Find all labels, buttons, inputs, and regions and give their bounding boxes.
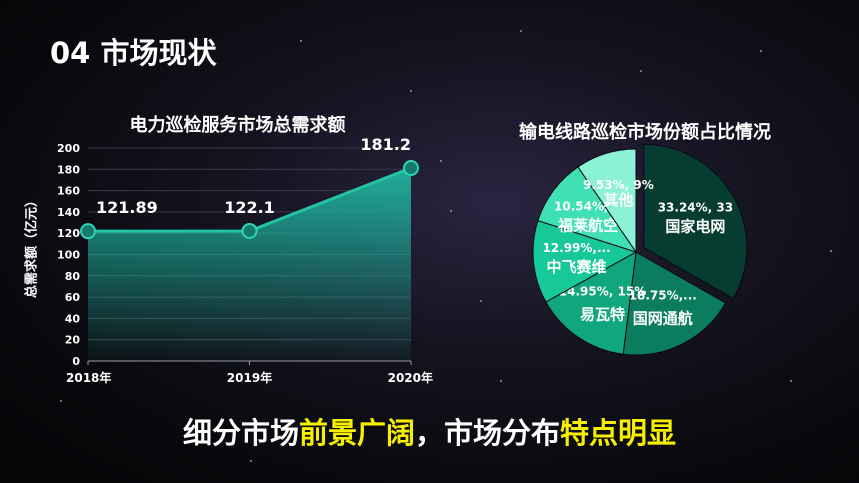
data-point (241, 222, 258, 239)
pie-slice (643, 143, 748, 300)
data-point (403, 160, 419, 177)
y-tick-label: 120 (57, 227, 80, 240)
pie-slice (532, 219, 638, 303)
x-tick-label: 2019年 (227, 370, 272, 385)
pie-category-label: 中飞赛维 (547, 258, 607, 276)
x-tick-label: 2018年 (66, 370, 111, 385)
pie-value-label: 33.24%, 33 (658, 200, 733, 214)
footer-highlight-1: 前景广阔 (298, 416, 415, 450)
pie-slice (545, 251, 637, 355)
footer-slogan: 细分市场前景广阔，市场分布特点明显 (0, 410, 859, 452)
pie-category-label: 国家电网 (665, 217, 725, 235)
y-tick-label: 60 (65, 291, 81, 304)
pie-category-label: 易瓦特 (580, 305, 625, 323)
y-tick-label: 140 (57, 206, 80, 219)
pie-value-label: 18.75%,... (629, 288, 697, 302)
y-tick-label: 180 (57, 163, 80, 176)
y-tick-label: 20 (65, 334, 81, 347)
data-label: 121.89 (96, 198, 158, 217)
pie-slice (577, 148, 637, 254)
y-tick-label: 100 (57, 249, 80, 262)
pie-category-label: 国网通航 (633, 309, 693, 327)
pie-slice (622, 251, 727, 356)
y-tick-label: 40 (65, 312, 81, 325)
pie-category-label: 其他 (603, 191, 633, 209)
pie-value-label: 12.99%,... (542, 241, 610, 255)
pie-chart-title: 输电线路巡检市场份额占比情况 (519, 122, 771, 143)
y-tick-label: 200 (57, 142, 80, 155)
footer-highlight-2: 特点明显 (560, 416, 677, 450)
pie-category-label: 福莱航空 (557, 216, 618, 234)
data-label: 181.2 (360, 135, 411, 154)
data-point (80, 223, 96, 240)
y-tick-label: 0 (72, 355, 80, 368)
pie-value-label: 9.53%, 9% (583, 178, 654, 192)
pie-value-label: 14.95%, 15% (559, 284, 646, 298)
area-chart-title: 电力巡检服务市场总需求额 (129, 115, 346, 136)
x-tick-label: 2020年 (388, 370, 433, 385)
footer-text-2: ，市场分布 (415, 416, 561, 450)
data-label: 122.1 (224, 198, 275, 217)
y-tick-label: 80 (65, 270, 81, 283)
y-tick-label: 160 (57, 185, 80, 198)
page-title: 04 市场现状 (50, 36, 217, 70)
pie-slice (537, 166, 638, 253)
footer-text-1: 细分市场 (182, 416, 299, 450)
area-fill (88, 168, 411, 361)
